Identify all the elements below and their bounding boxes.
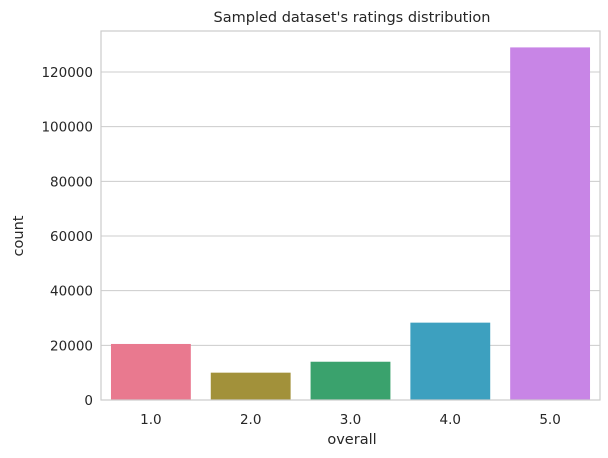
x-axis-label: overall	[327, 432, 376, 448]
bar-3.0	[310, 361, 391, 400]
y-tick-label: 40000	[50, 284, 93, 300]
y-tick-label: 60000	[50, 229, 93, 245]
x-tick-label: 2.0	[240, 412, 261, 428]
y-tick-label: 120000	[41, 65, 93, 81]
bars	[110, 47, 591, 401]
y-tick-label: 0	[84, 393, 93, 409]
bar-2.0	[210, 372, 291, 400]
x-tick-label: 4.0	[440, 412, 461, 428]
x-tick-label: 1.0	[140, 412, 161, 428]
plot-frame	[100, 30, 601, 401]
x-tick-labels: 1.0 2.0 3.0 4.0 5.0	[140, 412, 561, 428]
y-tick-label: 80000	[50, 174, 93, 190]
bar-1.0	[110, 343, 191, 400]
y-tick-label: 20000	[50, 338, 93, 354]
y-tick-labels: 0 20000 40000 60000 80000 100000 120000	[41, 65, 93, 409]
y-axis-label: count	[11, 215, 27, 256]
bar-5.0	[510, 47, 591, 401]
y-tick-label: 100000	[41, 120, 93, 136]
x-tick-label: 3.0	[340, 412, 361, 428]
x-tick-label: 5.0	[539, 412, 560, 428]
bar-4.0	[410, 322, 491, 400]
chart-title: Sampled dataset's ratings distribution	[214, 10, 491, 26]
